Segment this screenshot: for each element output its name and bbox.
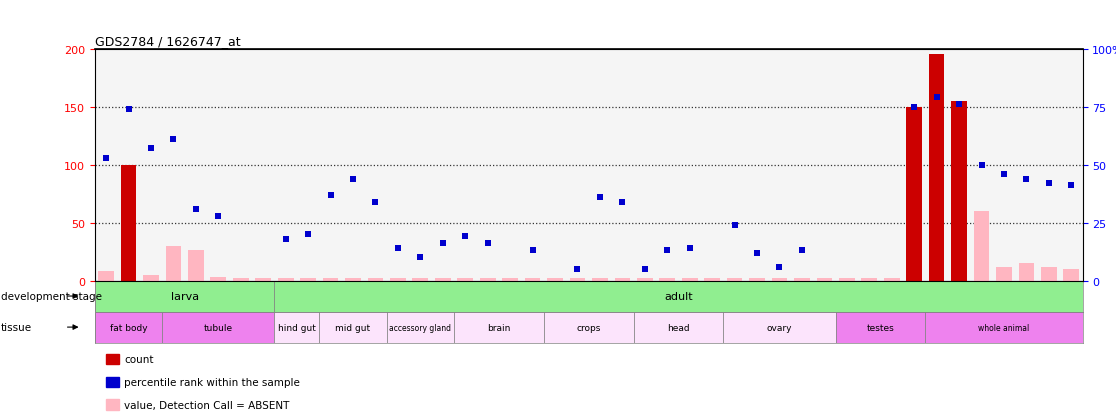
Bar — [836, 312, 925, 343]
Bar — [319, 312, 386, 343]
Bar — [413, 278, 429, 281]
Bar — [771, 278, 788, 281]
Text: hind gut: hind gut — [278, 323, 316, 332]
Bar — [817, 278, 833, 281]
Bar — [143, 275, 158, 281]
Text: head: head — [667, 323, 690, 332]
Bar — [569, 278, 585, 281]
Text: mid gut: mid gut — [336, 323, 371, 332]
Bar — [458, 278, 473, 281]
Text: crops: crops — [577, 323, 600, 332]
Bar — [323, 278, 338, 281]
Bar — [929, 55, 944, 281]
Bar — [480, 278, 496, 281]
Bar — [997, 267, 1012, 281]
Text: count: count — [124, 354, 153, 364]
Text: testes: testes — [867, 323, 894, 332]
Bar — [502, 278, 518, 281]
Bar — [884, 278, 899, 281]
Text: tubule: tubule — [204, 323, 233, 332]
Bar — [233, 278, 249, 281]
Bar — [98, 272, 114, 281]
Text: value, Detection Call = ABSENT: value, Detection Call = ABSENT — [124, 400, 289, 410]
Bar — [162, 312, 275, 343]
Bar — [367, 278, 383, 281]
Bar — [275, 281, 1083, 312]
Bar — [300, 278, 316, 281]
Bar — [547, 278, 562, 281]
Bar — [634, 312, 723, 343]
Bar — [389, 278, 406, 281]
Bar — [386, 312, 454, 343]
Bar — [543, 312, 634, 343]
Bar — [345, 278, 360, 281]
Bar — [951, 102, 966, 281]
Bar — [749, 278, 764, 281]
Bar — [704, 278, 720, 281]
Bar — [435, 278, 451, 281]
Text: larva: larva — [171, 291, 199, 301]
Bar — [1019, 263, 1035, 281]
Bar — [187, 251, 204, 281]
Text: ovary: ovary — [767, 323, 792, 332]
Bar — [862, 278, 877, 281]
Bar — [795, 278, 810, 281]
Bar — [256, 278, 271, 281]
Bar — [454, 312, 543, 343]
Bar — [925, 312, 1083, 343]
Text: whole animal: whole animal — [979, 323, 1030, 332]
Text: fat body: fat body — [109, 323, 147, 332]
Bar — [973, 211, 990, 281]
Bar — [723, 312, 836, 343]
Text: accessory gland: accessory gland — [389, 323, 451, 332]
Bar — [1064, 269, 1079, 281]
Bar — [682, 278, 698, 281]
Bar — [95, 312, 162, 343]
Bar — [593, 278, 608, 281]
Bar — [660, 278, 675, 281]
Text: tissue: tissue — [1, 322, 32, 332]
Bar — [637, 278, 653, 281]
Bar — [165, 246, 181, 281]
Text: GDS2784 / 1626747_at: GDS2784 / 1626747_at — [95, 36, 240, 48]
Text: adult: adult — [664, 291, 693, 301]
Text: development stage: development stage — [1, 291, 103, 301]
Bar — [906, 107, 922, 281]
Text: percentile rank within the sample: percentile rank within the sample — [124, 377, 300, 387]
Bar — [839, 278, 855, 281]
Text: brain: brain — [488, 323, 511, 332]
Bar — [525, 278, 540, 281]
Bar — [95, 281, 275, 312]
Bar — [1041, 267, 1057, 281]
Bar — [278, 278, 294, 281]
Bar — [211, 278, 227, 281]
Bar — [615, 278, 631, 281]
Bar — [275, 312, 319, 343]
Bar — [727, 278, 742, 281]
Bar — [121, 165, 136, 281]
